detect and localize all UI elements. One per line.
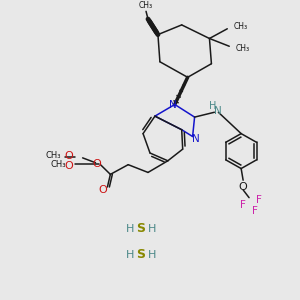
Text: S: S — [136, 222, 146, 235]
Text: F: F — [256, 195, 262, 205]
Text: CH₃: CH₃ — [234, 22, 248, 31]
Text: H: H — [126, 250, 134, 260]
Text: S: S — [136, 248, 146, 261]
Text: O: O — [98, 185, 107, 195]
Text: N: N — [214, 106, 222, 116]
Text: H: H — [148, 250, 156, 260]
Text: O: O — [92, 159, 101, 169]
Text: O: O — [64, 151, 73, 161]
Text: CH₃: CH₃ — [50, 160, 66, 169]
Text: CH₃: CH₃ — [139, 1, 153, 10]
Text: N: N — [192, 134, 200, 144]
Text: H: H — [209, 101, 216, 111]
Text: O: O — [239, 182, 248, 192]
Text: H: H — [148, 224, 156, 234]
Text: F: F — [252, 206, 258, 216]
Text: CH₃: CH₃ — [236, 44, 250, 53]
Text: O: O — [64, 160, 73, 171]
Text: N: N — [169, 100, 177, 110]
Text: H: H — [126, 224, 134, 234]
Text: CH₃: CH₃ — [45, 152, 61, 160]
Text: F: F — [240, 200, 246, 210]
